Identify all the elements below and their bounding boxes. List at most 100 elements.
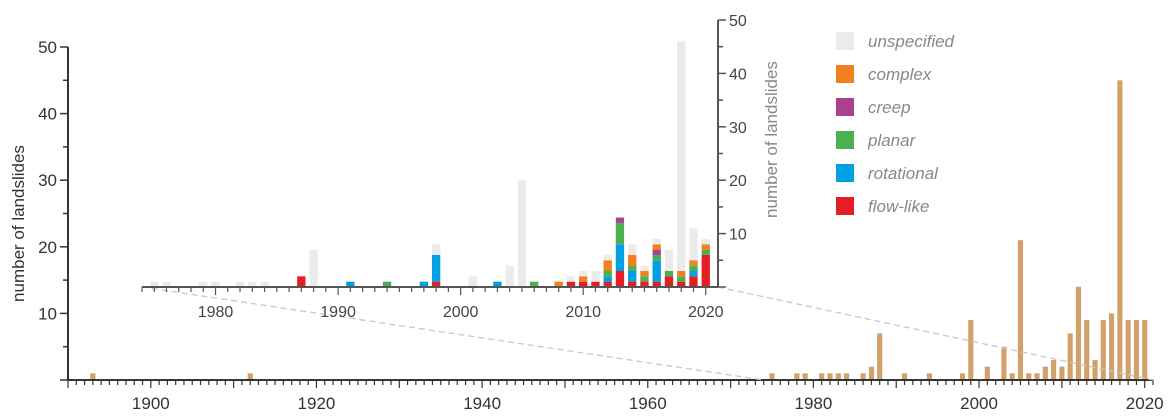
inset-bar-complex-2015 (640, 270, 649, 277)
inset-bar-planar-2012 (603, 270, 612, 277)
main-x-tick-label: 2020 (1126, 394, 1164, 413)
inset-bar-planar-2014 (628, 265, 637, 271)
main-bar-2019 (1133, 320, 1140, 380)
main-y-tick-label: 20 (38, 238, 57, 257)
inset-bar-flow-like-2009 (566, 281, 576, 287)
inset-x-tick-label: 2020 (688, 304, 724, 321)
legend-swatch-flow-like (836, 197, 854, 215)
inset-bar-planar-2006 (530, 281, 539, 287)
inset-bar-flow-like-2014 (628, 281, 637, 287)
main-bar-2016 (1109, 313, 1115, 380)
inset-bar-unspecified-2016 (652, 238, 661, 245)
inset-bar-complex-2018 (677, 270, 686, 277)
inset-bar-complex-2020 (701, 244, 710, 250)
legend-label-flow-like: flow-like (868, 197, 929, 216)
main-bar-1912 (247, 373, 253, 380)
legend-label-complex: complex (868, 65, 932, 84)
inset-bar-unspecified-1975 (150, 281, 159, 287)
inset-bar-flow-like-2013 (615, 270, 625, 287)
inset-bar-unspecified-2011 (591, 270, 600, 282)
main-x-tick-label: 1940 (463, 394, 501, 413)
inset-bar-unspecified-2020 (701, 238, 710, 245)
main-y-tick-label: 40 (38, 105, 57, 124)
main-y-tick-label: 50 (38, 38, 57, 57)
inset-y-tick-label: 20 (729, 173, 747, 190)
inset-bar-flow-like-2017 (664, 276, 674, 287)
main-y-tick-label: 30 (38, 171, 57, 190)
inset-bar-flow-like-2011 (591, 281, 600, 287)
inset-bar-unspecified-1980 (211, 281, 220, 287)
zoom-connector-right (717, 286, 1154, 381)
inset-bar-rotational-2019 (689, 270, 698, 277)
main-bar-2012 (1075, 286, 1082, 380)
main-bar-2013 (1084, 320, 1090, 380)
main-bar-2009 (1051, 360, 1057, 380)
main-bar-1982 (827, 373, 833, 380)
inset-bar-unspecified-1998 (431, 244, 441, 255)
inset-bar-flow-like-2010 (579, 281, 588, 287)
main-bar-2015 (1100, 320, 1106, 380)
inset-bar-flow-like-2012 (603, 281, 612, 287)
main-bar-2004 (1009, 373, 1015, 380)
main-bar-1998 (959, 373, 966, 380)
inset-bar-flow-like-1998 (431, 281, 441, 287)
main-bar-2005 (1017, 240, 1024, 380)
inset-bar-rotational-2014 (628, 270, 637, 282)
legend-swatch-rotational (836, 164, 854, 182)
inset-bar-unspecified-2017 (664, 249, 674, 271)
inset-bar-complex-2014 (628, 254, 637, 266)
legend: unspecified complex creep planar rotational f… (836, 32, 955, 216)
inset-y-tick-label: 40 (729, 66, 747, 83)
inset-bar-rotational-2016 (652, 260, 661, 282)
inset-bar-rotational-2003 (493, 281, 502, 287)
legend-swatch-creep (836, 98, 854, 116)
legend-swatch-complex (836, 65, 854, 83)
inset-bar-rotational-1998 (431, 254, 441, 282)
main-x-tick-label: 1920 (298, 394, 336, 413)
main-bar-1979 (802, 373, 808, 380)
main-bar-2018 (1125, 320, 1131, 380)
main-chart: 10 20 30 40 50 1900 1920 1940 1960 1980 2000 2020 nu… (9, 38, 1164, 413)
inset-bar-planar-2013 (615, 222, 625, 245)
inset-bar-unspecified-1983 (248, 281, 257, 287)
main-bar-1988 (877, 333, 883, 380)
inset-x-tick-label: 2010 (565, 304, 601, 321)
inset-y-tick-label: 30 (729, 120, 747, 137)
inset-chart: 1980 1990 2000 2010 2020 10 20 30 40 50 number of … (141, 13, 781, 321)
main-x-tick-label: 1960 (629, 394, 667, 413)
zoom-connector-lines (141, 286, 1154, 381)
main-bar-1999 (968, 320, 974, 380)
inset-bar-unspecified-2009 (566, 276, 576, 282)
main-bar-1981 (819, 373, 825, 380)
zoom-connector-left (141, 286, 764, 381)
inset-bar-flow-like-2019 (689, 276, 698, 287)
main-bar-1893 (90, 373, 96, 380)
inset-bar-flow-like-2020 (701, 254, 710, 287)
inset-bar-flow-like-1987 (297, 276, 306, 287)
inset-bar-flow-like-2016 (652, 281, 661, 287)
main-bar-1975 (769, 373, 775, 380)
inset-bar-unspecified-1979 (199, 281, 208, 287)
main-bar-1984 (843, 373, 850, 380)
main-bar-1994 (926, 373, 932, 380)
main-bar-2007 (1034, 373, 1040, 380)
inset-bar-planar-2016 (652, 254, 661, 261)
inset-bar-planar-2018 (677, 276, 686, 282)
inset-bar-unspecified-2001 (468, 276, 478, 287)
inset-bar-complex-2008 (554, 281, 563, 287)
legend-label-unspecified: unspecified (868, 32, 955, 51)
legend-label-rotational: rotational (868, 164, 939, 183)
inset-bar-unspecified-2012 (603, 254, 612, 261)
inset-bar-creep-2013 (615, 217, 625, 223)
main-bar-2014 (1092, 360, 1098, 380)
inset-x-tick-label: 2000 (443, 304, 479, 321)
inset-y-tick-label: 10 (729, 227, 747, 244)
inset-bar-complex-2012 (603, 260, 612, 271)
main-bar-1978 (794, 373, 800, 380)
main-bar-2003 (1001, 346, 1007, 380)
inset-bar-unspecified-1984 (260, 281, 269, 287)
main-bar-1983 (835, 373, 841, 380)
inset-bar-unspecified-2015 (640, 265, 649, 271)
